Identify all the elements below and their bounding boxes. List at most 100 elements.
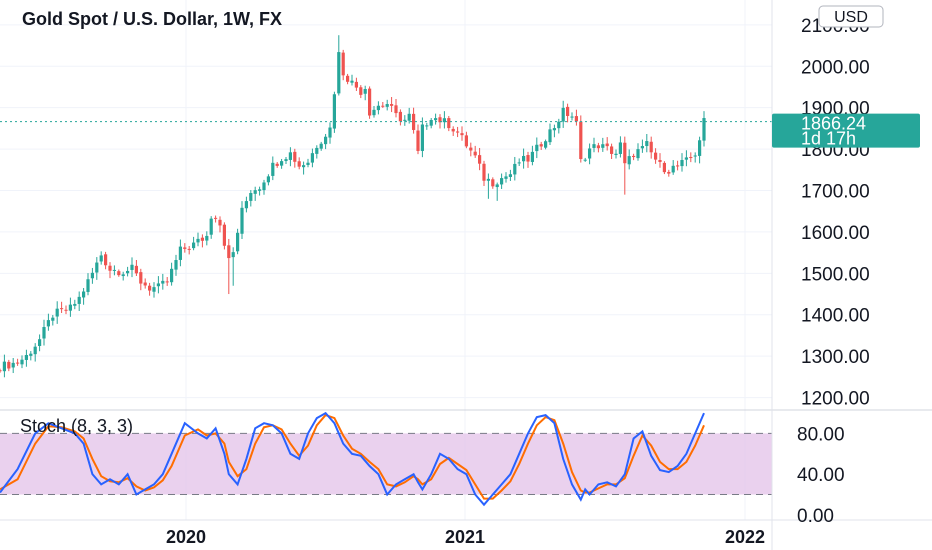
candle[interactable] xyxy=(544,139,548,150)
candle[interactable] xyxy=(95,257,99,280)
candle[interactable] xyxy=(447,115,451,132)
candle[interactable] xyxy=(530,145,534,166)
candle[interactable] xyxy=(68,297,72,317)
price-tick-label[interactable]: 1300.00 xyxy=(801,347,870,368)
candle[interactable] xyxy=(126,266,130,277)
candle[interactable] xyxy=(491,177,495,189)
candle[interactable] xyxy=(302,161,306,175)
candle[interactable] xyxy=(33,343,37,362)
candle[interactable] xyxy=(460,126,464,141)
stoch-tick-label[interactable]: 80.00 xyxy=(797,424,845,445)
candle[interactable] xyxy=(508,169,512,181)
candle[interactable] xyxy=(381,101,385,108)
candle[interactable] xyxy=(478,147,482,171)
candle[interactable] xyxy=(174,254,178,276)
price-tick-label[interactable]: 1500.00 xyxy=(801,264,870,285)
candle[interactable] xyxy=(236,228,240,255)
candle[interactable] xyxy=(288,147,292,167)
candle[interactable] xyxy=(46,313,50,331)
candle[interactable] xyxy=(566,103,570,123)
candle[interactable] xyxy=(112,265,116,276)
currency-button-frame[interactable] xyxy=(818,5,884,28)
candle[interactable] xyxy=(557,118,561,134)
candle[interactable] xyxy=(645,133,649,153)
candle[interactable] xyxy=(456,126,460,138)
candle[interactable] xyxy=(90,267,94,284)
candle[interactable] xyxy=(183,243,187,253)
candle[interactable] xyxy=(359,85,363,99)
candle[interactable] xyxy=(7,359,11,372)
candle[interactable] xyxy=(346,73,350,85)
candle[interactable] xyxy=(605,137,609,151)
candle[interactable] xyxy=(676,160,680,171)
candle[interactable] xyxy=(689,152,693,163)
candle[interactable] xyxy=(240,201,244,240)
candle[interactable] xyxy=(64,305,68,315)
candle[interactable] xyxy=(86,273,90,296)
candle[interactable] xyxy=(280,158,284,169)
candle[interactable] xyxy=(266,174,270,186)
candle[interactable] xyxy=(200,234,204,248)
candle[interactable] xyxy=(73,299,77,310)
candle[interactable] xyxy=(324,133,328,150)
candle[interactable] xyxy=(407,107,411,124)
candle[interactable] xyxy=(297,157,301,170)
stoch-tick-label[interactable]: 0.00 xyxy=(797,506,834,527)
candle[interactable] xyxy=(385,99,389,111)
candle[interactable] xyxy=(337,35,341,96)
candle[interactable] xyxy=(671,160,675,175)
candle[interactable] xyxy=(341,49,345,81)
candle[interactable] xyxy=(275,162,279,168)
candle[interactable] xyxy=(601,137,605,152)
candle[interactable] xyxy=(117,269,121,277)
candle[interactable] xyxy=(372,105,376,118)
candle[interactable] xyxy=(293,148,297,168)
candle[interactable] xyxy=(596,142,600,153)
candle[interactable] xyxy=(429,118,433,129)
candle[interactable] xyxy=(640,139,644,153)
candle[interactable] xyxy=(227,238,231,295)
candle[interactable] xyxy=(77,291,81,311)
candle[interactable] xyxy=(11,357,15,374)
price-tick-label[interactable]: 1600.00 xyxy=(801,223,870,244)
candle[interactable] xyxy=(451,126,455,136)
candle[interactable] xyxy=(363,85,367,101)
candle[interactable] xyxy=(684,150,688,167)
candle[interactable] xyxy=(548,123,552,145)
candle[interactable] xyxy=(500,173,504,189)
candle[interactable] xyxy=(319,141,323,151)
candle[interactable] xyxy=(667,169,671,177)
candle[interactable] xyxy=(574,109,578,126)
stoch-k-line[interactable] xyxy=(0,411,705,507)
candle[interactable] xyxy=(698,136,702,164)
candle[interactable] xyxy=(504,172,508,183)
candle[interactable] xyxy=(473,145,477,158)
candle[interactable] xyxy=(306,158,310,168)
candle[interactable] xyxy=(170,262,174,286)
candle[interactable] xyxy=(0,368,2,373)
candle[interactable] xyxy=(130,257,134,278)
candle[interactable] xyxy=(165,277,169,286)
candle[interactable] xyxy=(442,111,446,129)
candle[interactable] xyxy=(398,109,402,126)
time-tick-label[interactable]: 2021 xyxy=(445,527,485,547)
candle[interactable] xyxy=(222,222,226,250)
candle[interactable] xyxy=(284,157,288,165)
candle[interactable] xyxy=(51,314,55,326)
candle[interactable] xyxy=(99,251,103,265)
candle[interactable] xyxy=(161,273,165,290)
time-axis-labels[interactable]: 2020 2021 2022 xyxy=(166,527,765,547)
candle[interactable] xyxy=(680,153,684,172)
candle[interactable] xyxy=(588,143,592,165)
candle[interactable] xyxy=(38,334,42,352)
candle[interactable] xyxy=(231,247,235,286)
candle[interactable] xyxy=(654,148,658,164)
candle[interactable] xyxy=(693,152,697,163)
candle[interactable] xyxy=(482,160,486,187)
candle[interactable] xyxy=(420,117,424,158)
candle[interactable] xyxy=(464,131,468,149)
candle[interactable] xyxy=(354,77,358,91)
time-tick-label[interactable]: 2020 xyxy=(166,527,206,547)
candle[interactable] xyxy=(539,141,543,150)
price-tick-label[interactable]: 1200.00 xyxy=(801,389,870,410)
